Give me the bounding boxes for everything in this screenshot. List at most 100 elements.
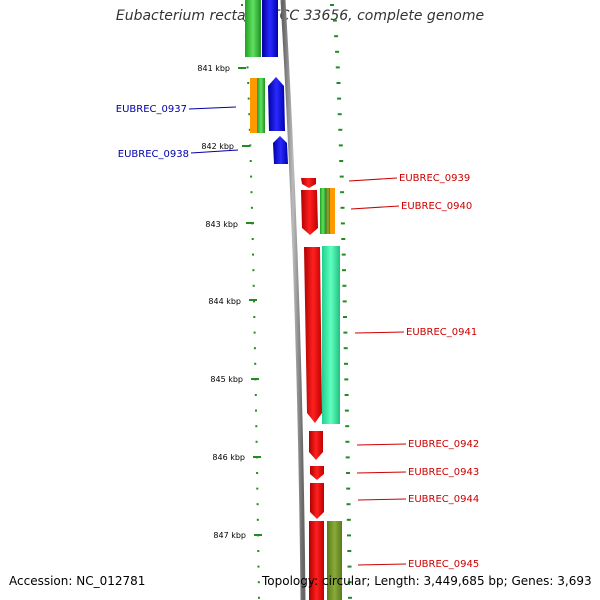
track-dot xyxy=(248,128,251,131)
track-dot xyxy=(249,144,252,147)
track-dot xyxy=(341,238,346,240)
track-dot xyxy=(344,394,349,396)
tick-label-845: 845 kbp xyxy=(210,375,243,384)
gene-EUBREC_0942[interactable] xyxy=(309,431,323,460)
track-dot xyxy=(347,550,352,552)
track-dot xyxy=(340,206,345,209)
track-dot xyxy=(346,487,351,490)
track-dot xyxy=(258,596,260,599)
track-dot xyxy=(337,113,342,116)
track-dot xyxy=(342,269,346,272)
gene-EUBREC_0940-red[interactable] xyxy=(301,190,318,235)
gene-label-EUBREC_0944[interactable]: EUBREC_0944 xyxy=(357,494,479,505)
track-dot xyxy=(250,206,253,209)
track-dot xyxy=(338,128,343,131)
gene-track-left xyxy=(245,0,288,164)
track-dot xyxy=(254,362,257,365)
track-dot xyxy=(250,191,253,194)
gene-EUBREC_0939[interactable] xyxy=(301,178,316,188)
tick-label-843: 843 kbp xyxy=(205,220,238,229)
gene-EUBREC_0940-green[interactable] xyxy=(320,188,326,234)
track-dot xyxy=(256,503,259,506)
track-dot xyxy=(345,425,350,428)
track-dot xyxy=(342,300,347,303)
genome-backbone xyxy=(280,0,306,600)
gene-EUBREC_0940-orange[interactable] xyxy=(330,188,335,234)
track-dot xyxy=(347,534,351,537)
track-dot xyxy=(253,300,255,303)
track-dot xyxy=(250,175,253,178)
gene-label-EUBREC_0941[interactable]: EUBREC_0941 xyxy=(354,327,477,338)
tick-841: 841 kbp xyxy=(197,64,246,73)
track-dot xyxy=(256,472,259,474)
svg-text:EUBREC_0943[interactable]: EUBREC_0943 xyxy=(408,467,479,478)
gene-label-EUBREC_0937[interactable]: EUBREC_0937 xyxy=(116,104,237,115)
track-dot xyxy=(252,253,254,256)
svg-text:EUBREC_0937[interactable]: EUBREC_0937 xyxy=(116,104,187,115)
tick-846: 846 kbp xyxy=(212,453,261,462)
gene-green-top[interactable] xyxy=(245,0,261,57)
tick-843: 843 kbp xyxy=(205,220,254,229)
gene-track-right xyxy=(301,178,342,600)
gene-EUBREC_0945-domain[interactable] xyxy=(327,521,342,600)
track-dot xyxy=(345,456,350,459)
gene-EUBREC_0941-domain[interactable] xyxy=(322,246,340,424)
track-dot xyxy=(241,4,243,6)
track-dot xyxy=(253,347,256,350)
svg-text:EUBREC_0944[interactable]: EUBREC_0944 xyxy=(408,494,479,505)
track-dot xyxy=(253,316,256,318)
gene-EUBREC_0937[interactable] xyxy=(268,77,285,131)
track-dot xyxy=(348,596,352,599)
gene-EUBREC_0943[interactable] xyxy=(310,466,324,480)
gene-EUBREC_0937-green[interactable] xyxy=(257,78,265,133)
track-dot xyxy=(336,82,341,84)
track-dot xyxy=(339,160,344,162)
track-dot xyxy=(249,160,252,162)
svg-text:EUBREC_0939[interactable]: EUBREC_0939 xyxy=(399,173,470,184)
track-dot xyxy=(346,503,351,506)
gene-EUBREC_0944[interactable] xyxy=(310,483,324,519)
svg-text:EUBREC_0938[interactable]: EUBREC_0938 xyxy=(118,149,189,160)
track-dot xyxy=(254,394,257,396)
gene-blue-top[interactable] xyxy=(262,0,278,57)
track-dot xyxy=(256,518,259,521)
track-dot xyxy=(344,362,348,365)
gene-EUBREC_0937-orange[interactable] xyxy=(250,78,257,133)
tick-845: 845 kbp xyxy=(210,375,259,384)
track-dot xyxy=(257,581,260,584)
svg-text:EUBREC_0942[interactable]: EUBREC_0942 xyxy=(408,439,479,450)
gene-label-EUBREC_0943[interactable]: EUBREC_0943 xyxy=(356,467,479,478)
gene-EUBREC_0940-olive[interactable] xyxy=(326,188,330,234)
gene-label-EUBREC_0942[interactable]: EUBREC_0942 xyxy=(356,439,479,450)
track-dot xyxy=(340,191,345,194)
tick-label-842: 842 kbp xyxy=(201,142,234,151)
gene-EUBREC_0941[interactable] xyxy=(304,247,322,423)
svg-text:EUBREC_0940[interactable]: EUBREC_0940 xyxy=(401,201,472,212)
track-dot xyxy=(252,269,255,272)
gene-label-EUBREC_0938[interactable]: EUBREC_0938 xyxy=(118,149,239,160)
tick-847: 847 kbp xyxy=(213,531,262,540)
gene-label-EUBREC_0945[interactable]: EUBREC_0945 xyxy=(357,559,479,570)
track-dot xyxy=(341,253,346,256)
gene-label-EUBREC_0939[interactable]: EUBREC_0939 xyxy=(348,173,470,184)
tick-844: 844 kbp xyxy=(208,297,257,306)
track-dot xyxy=(343,331,348,334)
inner-dot-track xyxy=(241,4,260,599)
track-dot xyxy=(257,565,260,568)
track-dot xyxy=(346,472,350,474)
gene-label-EUBREC_0940[interactable]: EUBREC_0940 xyxy=(350,201,472,212)
accession-text: Accession: NC_012781 xyxy=(9,574,146,588)
svg-text:EUBREC_0941[interactable]: EUBREC_0941 xyxy=(406,327,477,338)
outer-dot-track xyxy=(330,4,352,599)
track-dot xyxy=(340,222,345,225)
gene-EUBREC_0945[interactable] xyxy=(309,521,324,600)
track-dot xyxy=(256,487,259,490)
svg-text:EUBREC_0945[interactable]: EUBREC_0945 xyxy=(408,559,479,570)
track-dot xyxy=(243,19,246,22)
gene-EUBREC_0938[interactable] xyxy=(273,136,288,164)
tick-label-841: 841 kbp xyxy=(197,64,230,73)
track-dot xyxy=(257,550,260,552)
track-dot xyxy=(347,581,352,584)
track-dot xyxy=(253,331,256,334)
track-dot xyxy=(334,35,339,38)
